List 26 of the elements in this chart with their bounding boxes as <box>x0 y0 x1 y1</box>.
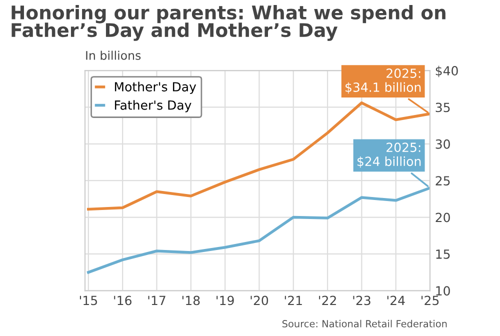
y-tick-label: 25 <box>436 176 450 186</box>
source-note: Source: National Retail Federation <box>282 320 447 328</box>
x-tick-label: '18 <box>182 296 200 306</box>
legend-label: Mother's Day <box>114 82 196 94</box>
x-tick-label: '24 <box>387 296 405 305</box>
y-tick-label: $40 <box>436 66 458 78</box>
y-tick-label: 15 <box>436 250 450 259</box>
annotation: 2025: $24 billion <box>357 142 421 168</box>
x-tick-label: '21 <box>284 296 302 305</box>
y-tick-label: 10 <box>436 286 450 296</box>
y-tick-label: 20 <box>436 212 450 222</box>
x-tick-label: '23 <box>353 296 370 306</box>
x-tick-label: '25 <box>422 296 439 306</box>
annotation: 2025: $34.1 billion <box>346 68 421 94</box>
x-tick-label: '19 <box>216 296 234 306</box>
x-tick-label: '20 <box>250 296 268 306</box>
x-tick-label: '16 <box>114 296 132 306</box>
x-tick-label: '15 <box>80 296 97 306</box>
chart-title: Honoring our parents: What we spend on Father’s Day and Mother’s Day <box>12 5 446 41</box>
legend-label: Father's Day <box>114 100 192 112</box>
x-tick-label: '17 <box>148 296 166 305</box>
line-series <box>87 101 430 211</box>
x-tick-label: '22 <box>319 296 336 305</box>
chart-subtitle: In billions <box>86 50 141 60</box>
y-tick-label: 30 <box>436 139 450 149</box>
y-tick-label: 35 <box>436 102 450 112</box>
